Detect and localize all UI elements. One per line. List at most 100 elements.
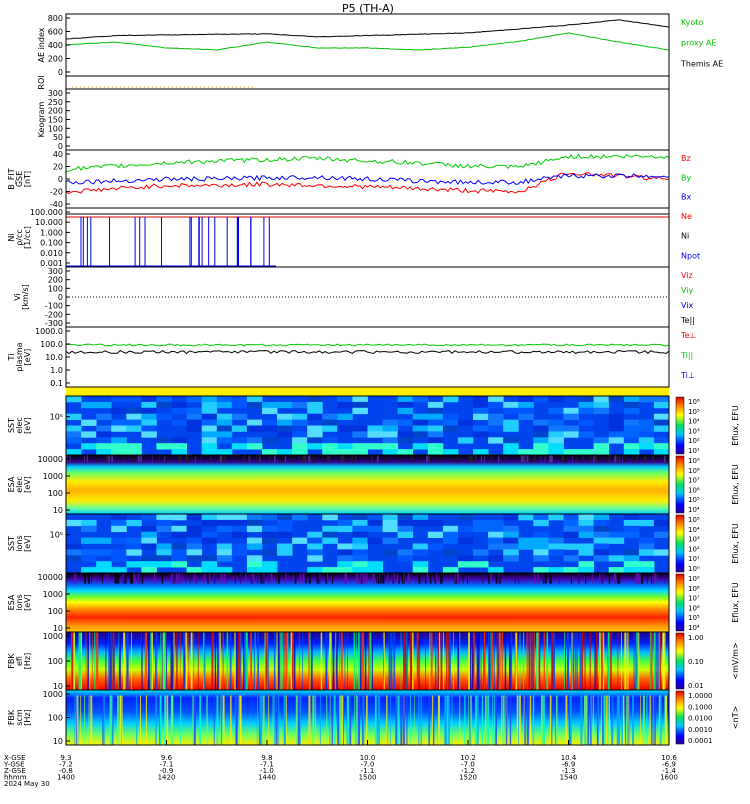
sst-ion-spectrogram-cell [171, 525, 187, 533]
sst-electron-spectrogram-cell [548, 431, 564, 438]
velocity-ytick: 200 [48, 276, 63, 285]
esa-electron-spectrogram-stripe [593, 455, 595, 463]
sst-ion-spectrogram-cell [337, 561, 353, 568]
sst-electron-spectrogram-cell [608, 425, 625, 432]
sst-electron-spectrogram-cell [201, 407, 218, 415]
esa-ion-spectrogram-stripe [276, 573, 278, 584]
sst-electron-spectrogram-cell [201, 431, 218, 438]
fbk-efi-spectrogram-stripe [141, 632, 142, 690]
fbk-scm-spectrogram-stripe [519, 695, 521, 745]
fbk-efi-spectrogram-stripe [523, 632, 525, 690]
esa-electron-spectrogram-stripe [302, 455, 304, 463]
colorbar-4 [675, 632, 685, 690]
fbk-scm-spectrogram-stripe [568, 695, 571, 745]
density-ytick: 0.010 [40, 249, 63, 258]
sst-electron-spectrogram-cell [382, 443, 399, 450]
fbk-scm-spectrogram-stripe [329, 695, 331, 745]
fbk-scm-spectrogram-stripe [159, 695, 162, 745]
x-gse-value: 9.6 [161, 754, 173, 762]
esa-electron-spectrogram-stripe [563, 455, 566, 463]
esa-electron-spectrogram-stripe [311, 455, 313, 463]
esa-ion-spectrogram-stripe [87, 573, 90, 584]
fbk-efi-spectrogram-stripe [576, 632, 578, 690]
sst-electron-spectrogram-cell [427, 437, 444, 444]
esa-ion-spectrogram-stripe [115, 573, 118, 584]
fbk_b-ylabel: FBK [7, 709, 16, 725]
sst-ion-spectrogram-cell [352, 567, 368, 574]
fbk-efi-spectrogram-stripe [400, 632, 402, 690]
fbk-efi-spectrogram-stripe [488, 632, 490, 690]
esa-ion-spectrogram-stripe [326, 573, 328, 584]
sst-electron-spectrogram-cell [337, 449, 353, 456]
colorbar-1-tick: 10⁸ [688, 467, 700, 475]
sst-ion-spectrogram-cell [533, 519, 549, 527]
esa-electron-spectrogram-stripe [137, 455, 140, 463]
sst-ion-spectrogram-cell [156, 555, 172, 562]
sst-ion-spectrogram-cell [216, 555, 233, 562]
esa-ion-spectrogram-stripe [185, 573, 187, 584]
esa-ion-spectrogram-stripe [454, 573, 456, 584]
sst-electron-spectrogram-cell [638, 431, 655, 438]
sst-ion-spectrogram-cell [111, 549, 127, 556]
fbk-efi-spectrogram-stripe [416, 632, 418, 690]
sst-electron-spectrogram-cell [653, 419, 670, 426]
fbk-scm-spectrogram-stripe [333, 695, 336, 745]
bfield-legend-0: Bz [681, 154, 691, 163]
esa-electron-spectrogram-stripe [457, 455, 459, 463]
sst-ion-spectrogram-cell [427, 543, 444, 550]
fbk-scm-spectrogram-stripe [192, 695, 194, 745]
fbk-scm-spectrogram-stripe [590, 695, 592, 745]
esa-electron-spectrogram-stripe [269, 455, 271, 463]
fbk-scm-spectrogram-stripe [542, 695, 545, 745]
sst-electron-spectrogram-cell [653, 413, 670, 420]
sst-ion-spectrogram-cell [593, 537, 610, 544]
sst-ion-spectrogram-cell [563, 555, 579, 562]
esa-ion-spectrogram-stripe [107, 573, 109, 584]
fbk-scm-spectrogram-stripe [76, 695, 78, 745]
temperature-ylabel: plasma [15, 342, 24, 371]
sst_i-ylabel: ions [15, 535, 24, 551]
colorbar-2-label: Eflux, EFU [731, 523, 740, 564]
sst-electron-spectrogram-cell [397, 431, 414, 438]
esa-ion-spectrogram-stripe [178, 573, 181, 584]
esa_e-ylabel: ESA [7, 476, 16, 492]
roi-ylabel: ROI [37, 75, 46, 89]
fbk-efi-spectrogram-stripe [537, 632, 539, 690]
esa-ion-spectrogram-stripe [365, 573, 367, 584]
density-ytick: 10.000 [35, 218, 63, 227]
esa-ion-spectrogram-stripe [117, 573, 120, 584]
fbk-efi-spectrogram-stripe [287, 632, 289, 690]
sst-ion-spectrogram-cell [246, 561, 263, 568]
esa-ion-spectrogram-stripe [105, 573, 106, 584]
sst-ion-spectrogram-cell [488, 525, 504, 533]
sst-electron-spectrogram-cell [111, 419, 127, 426]
fbk-scm-spectrogram-stripe [140, 695, 141, 745]
esa-electron-spectrogram-stripe [619, 455, 620, 463]
esa-electron-spectrogram-stripe [383, 455, 386, 463]
sst-electron-spectrogram-cell [397, 419, 414, 426]
sst-ion-spectrogram-cell [488, 543, 504, 550]
fbk-scm-spectrogram-stripe [285, 695, 287, 745]
sst-electron-spectrogram-cell [201, 425, 218, 432]
sst-electron-spectrogram-cell [473, 425, 489, 432]
colorbar-5-tick: 0.0010 [688, 726, 713, 734]
esa-electron-spectrogram-stripe [652, 455, 654, 463]
sst-ion-spectrogram-cell [246, 537, 263, 544]
esa-electron-spectrogram-texture [66, 455, 667, 463]
sst-electron-spectrogram-cell [262, 401, 278, 409]
esa-electron-spectrogram-stripe [540, 455, 542, 463]
sst-ion-spectrogram-cell [623, 549, 640, 556]
fbk-scm-spectrogram-stripe [470, 695, 472, 745]
sst-electron-spectrogram-cell [442, 396, 459, 403]
esa-ion-spectrogram-stripe [377, 573, 380, 584]
fbk-efi-spectrogram-stripe [229, 632, 232, 690]
esa-ion-spectrogram-stripe [613, 573, 615, 584]
sst-electron-spectrogram-cell [548, 407, 564, 415]
fbk-scm-spectrogram-stripe [239, 695, 241, 745]
sst-ion-spectrogram-cell [503, 525, 519, 533]
sst-electron-spectrogram-cell [638, 425, 655, 432]
sst-electron-spectrogram-cell [473, 431, 489, 438]
esa-ion-spectrogram-stripe [641, 573, 644, 584]
bfield-ytick: 0 [58, 175, 63, 184]
fbk-efi-spectrogram-stripe [257, 632, 259, 690]
